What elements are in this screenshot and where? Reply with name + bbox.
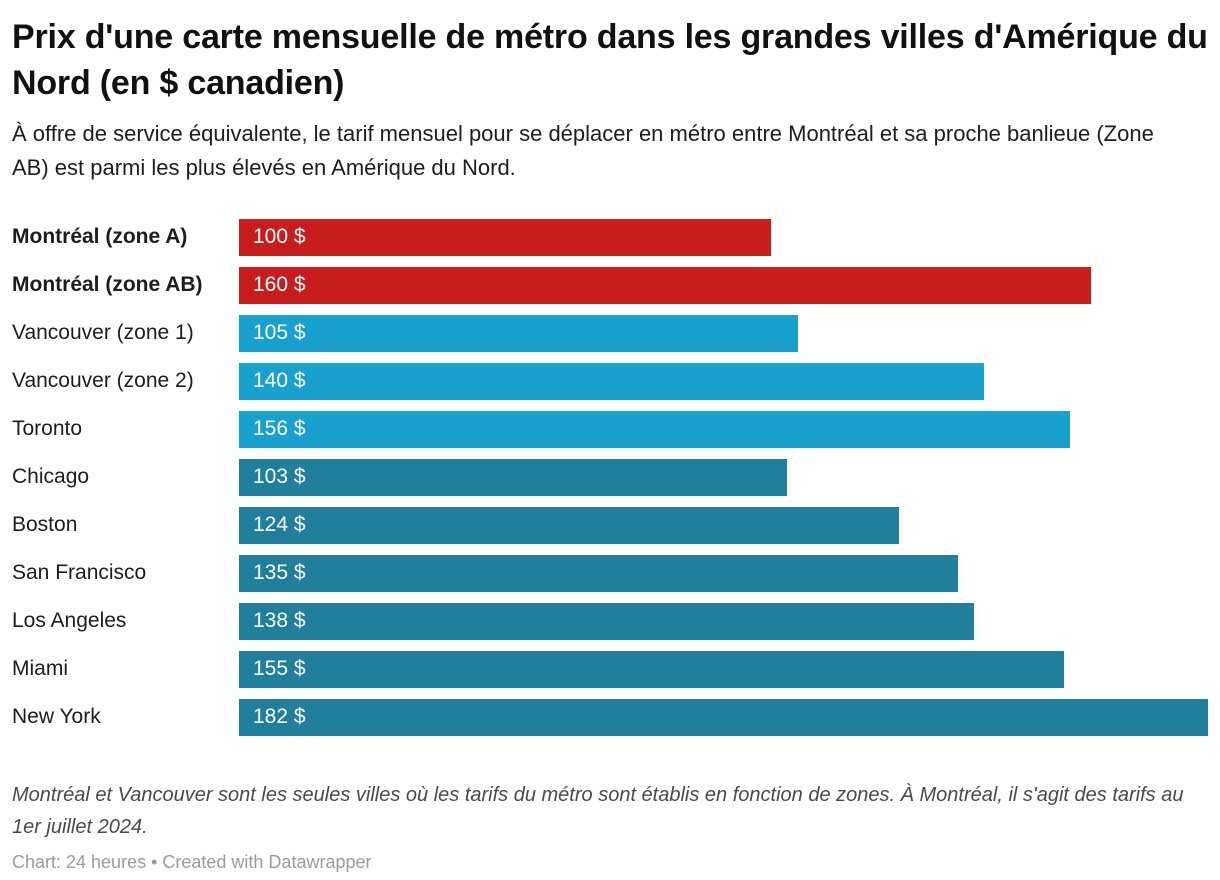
- chart-row: Chicago 103 $: [12, 453, 1208, 501]
- chart-row: Miami 155 $: [12, 645, 1208, 693]
- bar-value-label: 156 $: [253, 417, 306, 441]
- bar-track: 182 $: [239, 698, 1208, 736]
- chart-row: San Francisco 135 $: [12, 549, 1208, 597]
- chart-row: Vancouver (zone 2) 140 $: [12, 357, 1208, 405]
- bar: 103 $: [239, 458, 788, 496]
- category-label: Toronto: [12, 417, 83, 441]
- bar: 160 $: [239, 266, 1091, 304]
- bar-track: 103 $: [239, 458, 1208, 496]
- bar: 105 $: [239, 314, 799, 352]
- bar-track: 124 $: [239, 506, 1208, 544]
- bar-value-label: 182 $: [253, 705, 306, 729]
- category-label: Montréal (zone AB): [12, 273, 203, 297]
- bar: 135 $: [239, 554, 958, 592]
- bar-track: 135 $: [239, 554, 1208, 592]
- bar-value-label: 160 $: [253, 273, 306, 297]
- category-label: Miami: [12, 657, 68, 681]
- chart-row: Vancouver (zone 1) 105 $: [12, 309, 1208, 357]
- bar: 138 $: [239, 602, 974, 640]
- bar: 182 $: [239, 698, 1208, 736]
- bar-value-label: 140 $: [253, 369, 306, 393]
- chart-row: Boston 124 $: [12, 501, 1208, 549]
- bar-chart: Montréal (zone A) 100 $ Montréal (zone A…: [12, 213, 1208, 741]
- chart-row: Montréal (zone AB) 160 $: [12, 261, 1208, 309]
- category-label: Boston: [12, 513, 78, 537]
- bar-value-label: 155 $: [253, 657, 306, 681]
- bar-track: 105 $: [239, 314, 1208, 352]
- bar: 140 $: [239, 362, 985, 400]
- chart-row: Toronto 156 $: [12, 405, 1208, 453]
- category-label: Los Angeles: [12, 609, 127, 633]
- category-label: New York: [12, 705, 101, 729]
- category-label: Chicago: [12, 465, 90, 489]
- chart-byline: Chart: 24 heures • Created with Datawrap…: [12, 852, 372, 873]
- bar-track: 138 $: [239, 602, 1208, 640]
- bar-value-label: 103 $: [253, 465, 306, 489]
- bar: 156 $: [239, 410, 1070, 448]
- chart-title: Prix d'une carte mensuelle de métro dans…: [12, 18, 1208, 103]
- category-label: San Francisco: [12, 561, 147, 585]
- chart-subtitle: À offre de service équivalente, le tarif…: [12, 121, 1154, 180]
- bar: 124 $: [239, 506, 900, 544]
- bar-track: 156 $: [239, 410, 1208, 448]
- bar: 155 $: [239, 650, 1065, 688]
- chart-footnote: Montréal et Vancouver sont les seules vi…: [12, 784, 1184, 839]
- chart-row: Montréal (zone A) 100 $: [12, 213, 1208, 261]
- bar-track: 140 $: [239, 362, 1208, 400]
- bar-value-label: 138 $: [253, 609, 306, 633]
- chart-row: New York 182 $: [12, 693, 1208, 741]
- bar-value-label: 100 $: [253, 225, 306, 249]
- category-label: Vancouver (zone 2): [12, 369, 194, 393]
- bar-track: 100 $: [239, 218, 1208, 256]
- bar-track: 155 $: [239, 650, 1208, 688]
- bar: 100 $: [239, 218, 772, 256]
- category-label: Vancouver (zone 1): [12, 321, 194, 345]
- bar-value-label: 124 $: [253, 513, 306, 537]
- bar-value-label: 135 $: [253, 561, 306, 585]
- bar-track: 160 $: [239, 266, 1208, 304]
- bar-value-label: 105 $: [253, 321, 306, 345]
- chart-row: Los Angeles 138 $: [12, 597, 1208, 645]
- category-label: Montréal (zone A): [12, 225, 188, 249]
